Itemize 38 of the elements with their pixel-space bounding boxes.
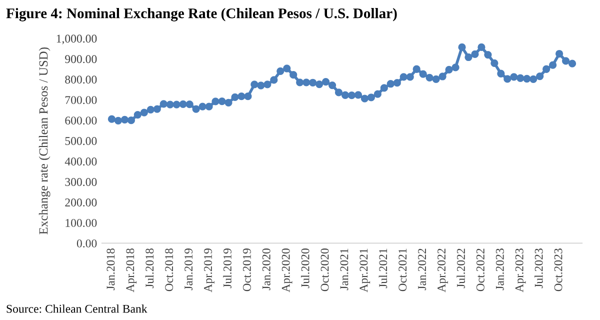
- y-tick-label: 200.00: [65, 198, 97, 207]
- y-axis-title: Exchange rate (Chilean Pesos / USD): [38, 47, 50, 234]
- x-tick-label: Jan.2022: [418, 248, 426, 290]
- y-tick-label: 600.00: [65, 116, 97, 125]
- x-tick-label: Oct.2023: [554, 248, 562, 292]
- x-tick-label: Jan.2020: [262, 248, 270, 290]
- x-tick-label: Jul.2020: [300, 248, 310, 288]
- x-tick-label: Apr.2020: [282, 248, 292, 292]
- x-tick-label: Jan.2018: [106, 248, 115, 290]
- y-tick-label: 1,000.00: [56, 34, 97, 44]
- y-tick-label: 900.00: [65, 55, 97, 64]
- x-tick-label: Jul.2019: [223, 248, 232, 288]
- x-tick-label: Jul.2023: [534, 248, 543, 288]
- y-tick-label: 400.00: [64, 158, 97, 166]
- x-tick-label: Oct.2019: [242, 248, 251, 292]
- x-tick-label: Apr.2019: [204, 248, 214, 292]
- x-tick-label: Oct.2020: [320, 248, 329, 292]
- x-tick-label: Oct.2018: [165, 248, 174, 292]
- source-note: Source: Chilean Central Bank: [6, 304, 148, 313]
- chart-title: Figure 4: Nominal Exchange Rate (Chilean Pesos / U.S. Dollar): [6, 8, 397, 22]
- x-tick-label: Apr.2023: [515, 248, 526, 292]
- x-tick-label: Jul.2022: [456, 248, 466, 288]
- x-tick-label: Jul.2021: [378, 248, 388, 288]
- y-tick-label: 800.00: [65, 76, 97, 84]
- x-tick-label: Jan.2023: [496, 248, 504, 290]
- x-tick-label: Oct.2021: [398, 248, 407, 292]
- y-tick-label: 700.00: [65, 96, 97, 104]
- x-tick-label: Jan.2019: [184, 248, 193, 290]
- y-tick-label: 300.00: [65, 178, 97, 186]
- x-tick-label: Jul.2018: [145, 248, 154, 288]
- x-tick-label: Apr.2021: [360, 248, 370, 292]
- y-tick-label: 100.00: [66, 218, 97, 227]
- x-tick-label: Apr.2022: [438, 248, 448, 292]
- x-tick-label: Oct.2022: [476, 248, 484, 292]
- x-tick-label: Jan.2021: [340, 248, 348, 290]
- y-tick-label: 0.00: [76, 239, 97, 248]
- y-tick-label: 500.00: [65, 137, 97, 146]
- x-tick-label: Apr.2018: [126, 248, 137, 292]
